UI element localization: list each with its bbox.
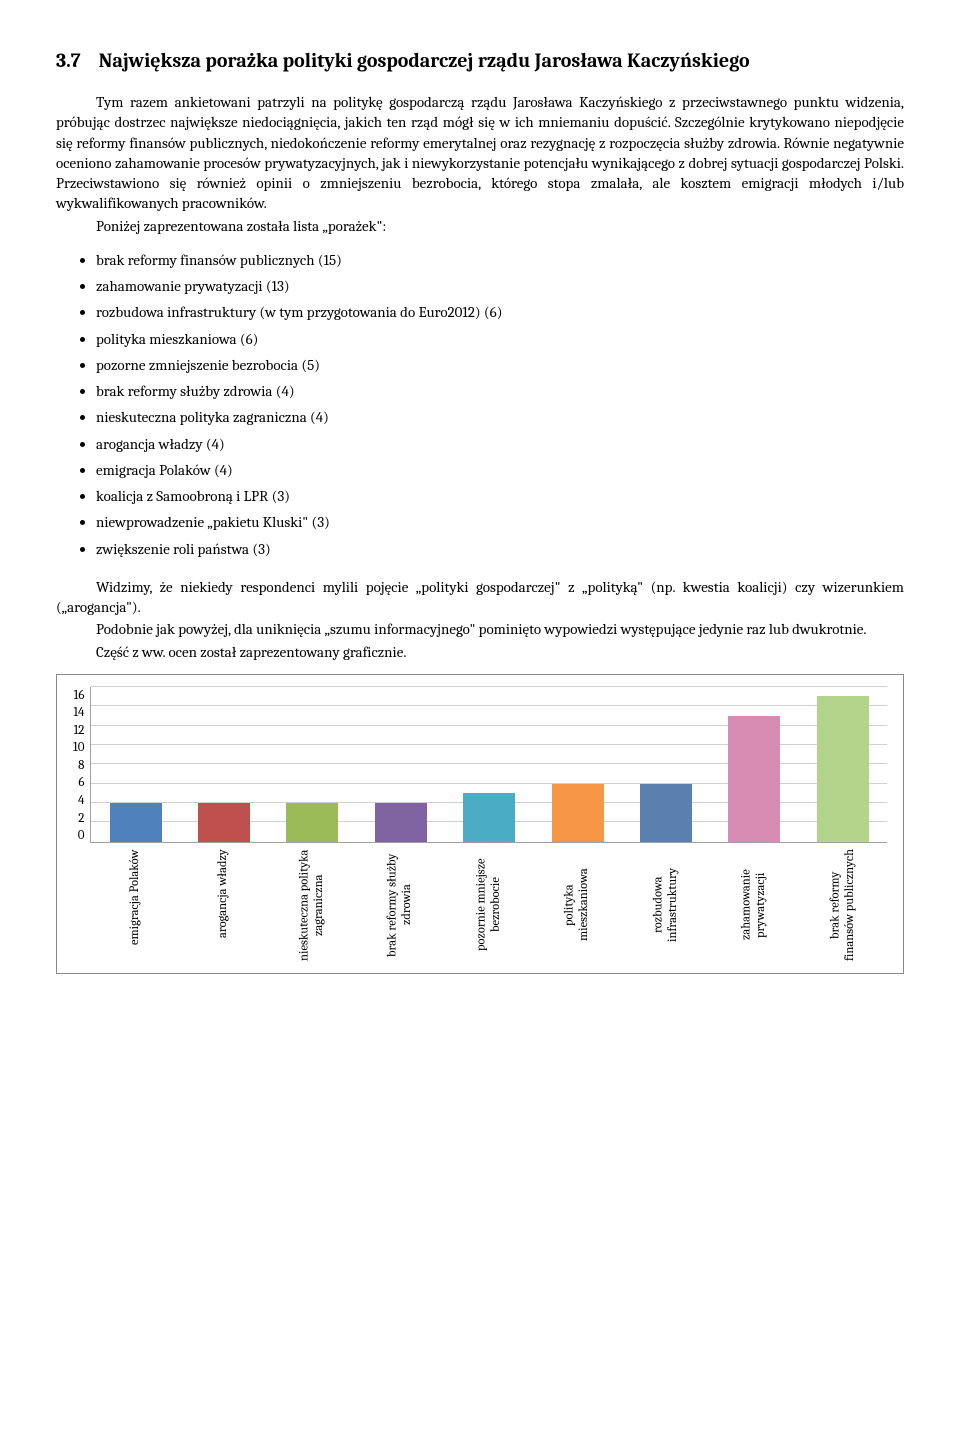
chart-bar [817, 696, 869, 841]
y-tick: 6 [78, 774, 84, 792]
x-axis-label: emigracja Polaków [109, 849, 161, 961]
x-axis-label: brak reformy służby zdrowia [374, 849, 426, 961]
x-axis-label: rozbudowa infrastruktury [640, 849, 692, 961]
list-item: koalicja z Samoobroną i LPR (3) [96, 486, 904, 506]
list-item: brak reformy finansów publicznych (15) [96, 250, 904, 270]
y-tick: 2 [78, 810, 84, 828]
paragraph-4: Podobnie jak powyżej, dla uniknięcia „sz… [56, 619, 904, 639]
chart-bar [463, 793, 515, 841]
chart-bar [286, 803, 338, 842]
chart-bar [198, 803, 250, 842]
x-axis-labels: emigracja Polaków arogancja władzy nieskut… [90, 849, 887, 961]
y-tick: 10 [73, 739, 84, 757]
y-tick: 12 [74, 722, 85, 740]
paragraph-3: Widzimy, że niekiedy respondenci mylili … [56, 577, 904, 618]
y-tick: 4 [78, 792, 84, 810]
list-item: emigracja Polaków (4) [96, 460, 904, 480]
list-item: brak reformy służby zdrowia (4) [96, 381, 904, 401]
failures-list: brak reformy finansów publicznych (15) z… [56, 250, 904, 559]
y-tick: 8 [78, 757, 84, 775]
y-tick: 14 [73, 704, 84, 722]
chart-bar [375, 803, 427, 842]
list-item: nieskuteczna polityka zagraniczna (4) [96, 407, 904, 427]
x-axis-label: pozornie mniejsze bezrobocie [463, 849, 515, 961]
bars-container [90, 687, 887, 843]
chart-bar [640, 784, 692, 842]
paragraph-1: Tym razem ankietowani patrzyli na polity… [56, 92, 904, 214]
heading-text: Największa porażka polityki gospodarczej… [99, 49, 750, 72]
chart-bar [552, 784, 604, 842]
heading-number: 3.7 [56, 48, 81, 74]
x-axis-label: zahamowanie prywatyzacji [728, 849, 780, 961]
list-item: niewprowadzenie „pakietu Kluski" (3) [96, 512, 904, 532]
y-tick: 16 [74, 687, 85, 705]
failures-bar-chart: 16 14 12 10 8 6 4 2 0 emigracja Polaków a… [56, 674, 904, 974]
x-axis-label: brak reformy finansów publicznych [817, 849, 869, 961]
list-item: pozorne zmniejszenie bezrobocia (5) [96, 355, 904, 375]
list-item: zwiększenie roli państwa (3) [96, 539, 904, 559]
paragraph-5: Część z ww. ocen został zaprezentowany g… [56, 642, 904, 662]
list-item: arogancja władzy (4) [96, 434, 904, 454]
list-item: rozbudowa infrastruktury (w tym przygoto… [96, 302, 904, 322]
x-axis-label: arogancja władzy [197, 849, 249, 961]
list-item: zahamowanie prywatyzacji (13) [96, 276, 904, 296]
list-item: polityka mieszkaniowa (6) [96, 329, 904, 349]
y-tick: 0 [78, 827, 85, 845]
x-axis-label: polityka mieszkaniowa [551, 849, 603, 961]
section-heading: 3.7 Największa porażka polityki gospodarc… [56, 48, 904, 74]
x-axis-label: nieskuteczna polityka zagraniczna [286, 849, 338, 961]
paragraph-2: Poniżej zaprezentowana została lista „po… [56, 216, 904, 236]
y-axis: 16 14 12 10 8 6 4 2 0 [73, 687, 90, 842]
chart-bar [110, 803, 162, 842]
chart-bar [728, 716, 780, 842]
